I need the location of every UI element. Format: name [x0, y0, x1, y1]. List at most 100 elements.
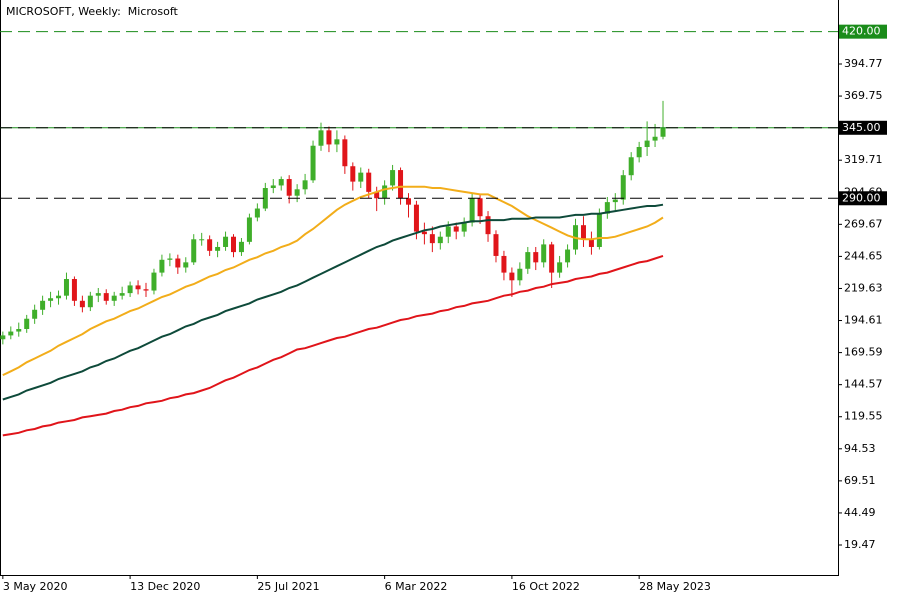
candle-body [501, 255, 507, 273]
candle-body [334, 139, 340, 145]
candle-body [8, 331, 14, 336]
candle-body [175, 258, 181, 268]
candle-body [238, 241, 244, 253]
candle-body [310, 145, 316, 181]
candle-body [366, 172, 372, 192]
y-tick-label: 44.49 [844, 506, 876, 519]
candle-body [398, 170, 404, 199]
candle-body [596, 213, 602, 247]
candle-body [477, 198, 483, 217]
candle-body [342, 139, 348, 167]
candle-body [612, 199, 618, 203]
candle-body [557, 262, 563, 273]
candle-body [390, 170, 396, 186]
candle-body [270, 185, 276, 189]
candle-body [405, 198, 411, 205]
candle-body [231, 236, 237, 253]
candle-body [350, 166, 356, 182]
candle-body [437, 236, 443, 244]
candle-body [215, 246, 221, 251]
y-tick-label: 144.57 [844, 378, 883, 391]
candle-body [56, 295, 62, 299]
candle-body [604, 202, 610, 214]
y-tick-label: 369.75 [844, 89, 883, 102]
candle-body [382, 185, 388, 199]
y-tick-label: 119.55 [844, 410, 883, 423]
candle-body [40, 300, 46, 310]
candle-body [63, 279, 69, 296]
candle-body [111, 295, 117, 301]
candle-body [246, 217, 252, 242]
y-tick-label: 19.47 [844, 538, 876, 551]
y-tick-label: 194.61 [844, 314, 883, 327]
candle-body [533, 252, 539, 263]
level-label-box [839, 191, 887, 206]
level-label: 345.00 [842, 121, 881, 134]
candle-body [413, 204, 419, 232]
candle-body [71, 279, 77, 301]
y-tick-label: 219.63 [844, 281, 883, 294]
candle-body [453, 226, 459, 232]
candle-body [549, 244, 555, 273]
candle-body [374, 191, 380, 199]
candle-body [644, 140, 650, 148]
moving-average [2, 185, 664, 377]
candle-body [517, 268, 523, 281]
candle-body [525, 252, 531, 269]
candle-body [445, 226, 451, 237]
candle-body [223, 236, 229, 247]
y-tick-label: 244.65 [844, 249, 883, 262]
candle-body [318, 130, 324, 146]
level-label: 290.00 [842, 191, 881, 204]
candle-body [660, 127, 666, 137]
candle-body [541, 244, 547, 263]
candle-body [119, 293, 125, 296]
chart-title: MICROSOFT, Weekly: Microsoft [6, 5, 179, 18]
candle-body [485, 216, 491, 235]
candle-body [429, 234, 435, 244]
level-label-box [839, 120, 887, 135]
x-tick-label: 16 Oct 2022 [512, 580, 580, 593]
y-tick-label: 169.59 [844, 346, 883, 359]
candle-body [143, 289, 149, 291]
candle-body [628, 157, 634, 176]
candle-body [183, 262, 189, 268]
level-label: 420.00 [842, 25, 881, 38]
candle-body [79, 300, 85, 308]
y-tick-label: 69.51 [844, 474, 876, 487]
candle-body [636, 147, 642, 158]
candle-body [588, 239, 594, 247]
candle-body [461, 222, 467, 232]
candle-body [207, 239, 213, 251]
candle-body [509, 272, 515, 281]
x-tick-label: 13 Dec 2020 [130, 580, 200, 593]
y-tick-label: 319.71 [844, 153, 883, 166]
candle-body [580, 225, 586, 240]
candle-body [159, 259, 165, 273]
moving-average [2, 203, 664, 401]
candle-body [278, 179, 284, 186]
candle-body [652, 136, 658, 141]
candle-body [24, 318, 30, 329]
x-tick-label: 6 Mar 2022 [385, 580, 448, 593]
candle-body [48, 298, 54, 301]
x-tick-label: 28 May 2023 [639, 580, 711, 593]
candle-body [421, 231, 427, 235]
candle-body [326, 130, 332, 145]
moving-average [2, 254, 664, 437]
candle-body [135, 285, 141, 290]
y-tick-label: 269.67 [844, 217, 883, 230]
candle-body [469, 198, 475, 223]
candle-body [32, 309, 38, 319]
candle-body [294, 189, 300, 196]
candle-body [16, 328, 22, 332]
candle-body [254, 208, 260, 218]
candle-body [151, 272, 157, 291]
candle-body [262, 188, 268, 209]
candle-body [127, 285, 133, 294]
y-tick-label: 394.77 [844, 57, 883, 70]
candle-body [302, 180, 308, 190]
candle-body [620, 175, 626, 200]
